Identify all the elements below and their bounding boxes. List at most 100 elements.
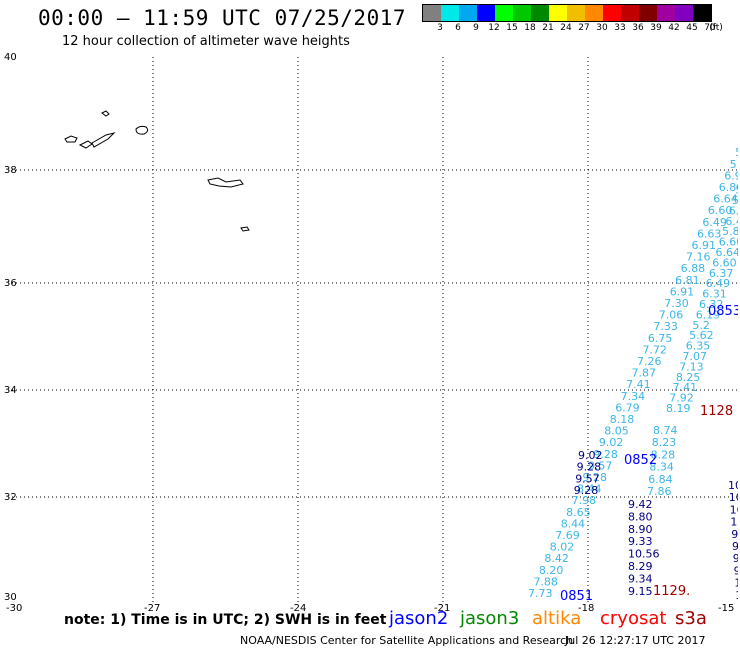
wave-height-value: 6.88 — [681, 262, 706, 275]
wave-height-value: 6.81 — [675, 274, 700, 287]
pass-time-label: 0852 — [624, 453, 657, 468]
wave-height-value: 7.73 — [528, 587, 553, 600]
wave-height-value: 7.72 — [642, 343, 667, 356]
wave-height-value: 6.35 — [686, 340, 711, 353]
wave-height-value: 9.02 — [578, 449, 603, 462]
wave-height-value: 9.34 — [628, 572, 653, 585]
wave-height-value: 5.62 — [689, 329, 714, 342]
wave-height-value: 9.28 — [574, 484, 599, 497]
legend-tick-label: 21 — [542, 23, 554, 33]
legend-tick-label: 42 — [668, 23, 680, 33]
island-sao-miguel — [207, 177, 244, 188]
wave-height-value: 8.19 — [666, 402, 691, 415]
legend-tick-label: 18 — [524, 23, 536, 33]
legend-jason3: jason3 — [460, 608, 520, 629]
legend-tick-label: 36 — [632, 23, 644, 33]
wave-height-value: 7.16 — [686, 251, 711, 264]
wave-height-value: 9.57 — [575, 472, 600, 485]
legend-swatch — [459, 5, 477, 21]
legend-tick-label: 30 — [596, 23, 608, 33]
wave-height-value: 10 — [728, 479, 738, 492]
wave-height-value: 8.74 — [653, 424, 678, 437]
wave-height-value: 8.25 — [676, 371, 701, 384]
wave-height-value: 6.5 — [729, 204, 738, 217]
wave-height-value: 10.56 — [628, 548, 660, 561]
legend-swatch — [549, 5, 567, 21]
generated-timestamp: Jul 26 12:27:17 UTC 2017 — [565, 634, 706, 647]
wave-height-value: 9.57 — [588, 459, 613, 472]
page-subtitle: 12 hour collection of altimeter wave hei… — [62, 34, 350, 49]
wave-height-value: 7.69 — [555, 529, 580, 542]
wave-height-value: 7.26 — [637, 355, 662, 368]
wave-height-map: 7.737.888.208.428.027.698.448.657.988.44… — [8, 57, 738, 603]
wave-height-value: 9. — [733, 552, 738, 565]
wave-height-value: 6.19 — [696, 308, 721, 321]
wave-height-value: 10 — [730, 516, 738, 529]
legend-swatch — [585, 5, 603, 21]
wave-height-value: 5.4 — [732, 194, 738, 207]
wave-height-value: 7.41 — [626, 378, 651, 391]
x-tick-minus24: -24 — [290, 603, 307, 614]
wave-height-value: 8.65 — [566, 506, 591, 519]
legend-swatch — [513, 5, 531, 21]
pass-time-label: 0851 — [560, 589, 593, 603]
wave-height-value: 7.13 — [679, 360, 704, 373]
wave-height-value: 8.42 — [544, 552, 569, 565]
wave-height-value: 8.80 — [628, 510, 653, 523]
wave-height-value: 9.02 — [599, 436, 624, 449]
credit-line: NOAA/NESDIS Center for Satellite Applica… — [240, 634, 574, 647]
legend-jason2: jason2 — [389, 608, 449, 629]
wave-height-value: 6.91 — [692, 239, 717, 252]
legend-tick-label: 70 — [704, 23, 716, 33]
wave-height-value: 7.30 — [664, 297, 689, 310]
wave-height-value: 6.84 — [648, 473, 673, 486]
y-tick-30: 30 — [4, 592, 17, 603]
legend-tick-label: 3 — [437, 23, 443, 33]
wave-height-value: 9.28 — [583, 471, 608, 484]
wave-height-value: 6.60 — [712, 256, 737, 269]
wave-height-value: 7.06 — [659, 309, 684, 322]
legend-swatch — [441, 5, 459, 21]
page-title: 00:00 – 11:59 UTC 07/25/2017 — [38, 6, 407, 30]
altimeter-tracks: 7.737.888.208.428.027.698.448.657.988.44… — [528, 146, 738, 602]
wave-height-value: 6.80 — [719, 181, 738, 194]
wave-height-value: 8.02 — [550, 541, 575, 554]
legend-bar — [422, 4, 712, 22]
legend-swatch — [693, 5, 711, 21]
legend-swatch — [423, 5, 441, 21]
legend-tick-label: 15 — [506, 23, 518, 33]
wave-height-value: 8.29 — [628, 560, 653, 573]
wave-height-value: 5.5 — [730, 158, 738, 171]
wave-height-value: 6.63 — [697, 227, 722, 240]
legend-swatch — [675, 5, 693, 21]
units-note: note: 1) Time is in UTC; 2) SWH is in fe… — [64, 612, 387, 628]
island-corvo — [101, 110, 110, 117]
island-faial — [78, 140, 93, 149]
legend-swatch — [657, 5, 675, 21]
graticule — [8, 57, 738, 603]
wave-height-value: 6.91 — [724, 169, 738, 182]
wave-height-value: 8.44 — [561, 517, 586, 530]
wave-height-value: 6.49 — [706, 277, 731, 290]
legend-tick-label: 39 — [650, 23, 662, 33]
wave-height-value: 8.23 — [652, 436, 677, 449]
wave-height-value: 6.64 — [713, 193, 738, 206]
wave-height-value: 7.34 — [621, 390, 646, 403]
wave-height-value: 8.05 — [604, 425, 629, 438]
legend-labels: 3 6 9 12 15 18 21 24 27 30 33 36 39 42 45 70 (ft) — [422, 22, 723, 36]
wave-height-value: 7.86 — [647, 485, 672, 498]
legend-swatch — [603, 5, 621, 21]
wave-height-value: 6.31 — [702, 288, 727, 301]
y-tick-32: 32 — [4, 492, 17, 503]
wave-height-value: 5.4 — [735, 146, 738, 159]
x-tick-minus27: -27 — [144, 603, 161, 614]
legend-tick-label: 9 — [473, 23, 479, 33]
wave-height-value: 9.33 — [628, 535, 653, 548]
wave-height-value: 8.34 — [649, 461, 674, 474]
y-tick-36: 36 — [4, 278, 17, 289]
y-tick-40: 40 — [4, 52, 17, 63]
wave-height-value: 10 — [729, 491, 738, 504]
wave-height-value: 7.41 — [673, 381, 698, 394]
island-santa-maria — [240, 226, 250, 232]
wave-height-value: 6.60 — [708, 204, 733, 217]
